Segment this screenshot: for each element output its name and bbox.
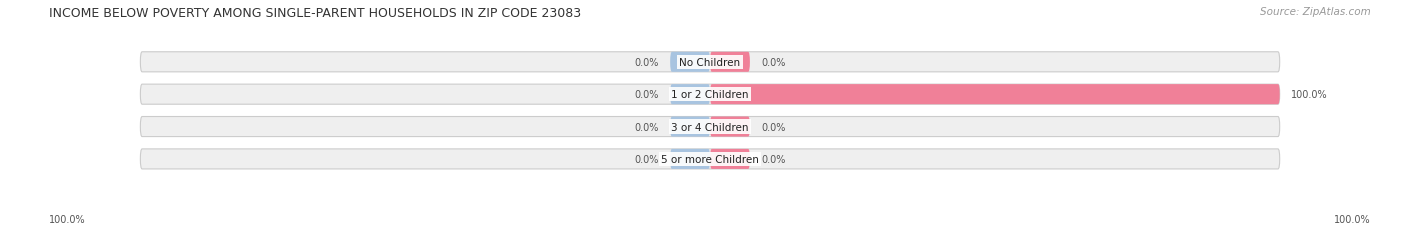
FancyBboxPatch shape (671, 85, 710, 105)
Text: INCOME BELOW POVERTY AMONG SINGLE-PARENT HOUSEHOLDS IN ZIP CODE 23083: INCOME BELOW POVERTY AMONG SINGLE-PARENT… (49, 7, 581, 20)
FancyBboxPatch shape (671, 149, 710, 169)
FancyBboxPatch shape (141, 85, 1279, 105)
FancyBboxPatch shape (710, 149, 749, 169)
Text: 0.0%: 0.0% (761, 58, 786, 67)
Text: 3 or 4 Children: 3 or 4 Children (671, 122, 749, 132)
Text: Source: ZipAtlas.com: Source: ZipAtlas.com (1260, 7, 1371, 17)
Text: 5 or more Children: 5 or more Children (661, 154, 759, 164)
Text: 0.0%: 0.0% (634, 154, 659, 164)
FancyBboxPatch shape (710, 117, 749, 137)
Text: 0.0%: 0.0% (761, 122, 786, 132)
FancyBboxPatch shape (671, 52, 710, 73)
Text: 0.0%: 0.0% (634, 90, 659, 100)
Text: No Children: No Children (679, 58, 741, 67)
Text: 0.0%: 0.0% (761, 154, 786, 164)
FancyBboxPatch shape (141, 149, 1279, 169)
Text: 0.0%: 0.0% (634, 122, 659, 132)
Text: 100.0%: 100.0% (1291, 90, 1327, 100)
FancyBboxPatch shape (141, 117, 1279, 137)
Text: 1 or 2 Children: 1 or 2 Children (671, 90, 749, 100)
Text: 100.0%: 100.0% (1334, 214, 1371, 224)
FancyBboxPatch shape (710, 85, 1279, 105)
Text: 0.0%: 0.0% (634, 58, 659, 67)
FancyBboxPatch shape (671, 117, 710, 137)
Text: 100.0%: 100.0% (49, 214, 86, 224)
FancyBboxPatch shape (141, 52, 1279, 73)
FancyBboxPatch shape (710, 52, 749, 73)
